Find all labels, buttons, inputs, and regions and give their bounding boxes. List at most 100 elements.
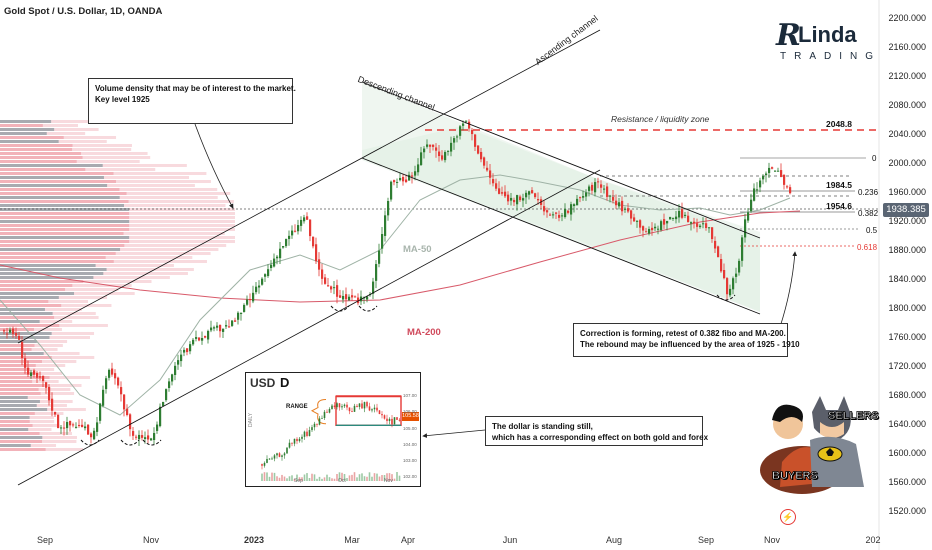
usd-volume-bar xyxy=(271,472,273,481)
usd-candle-body xyxy=(293,438,296,444)
usd-volume-bar xyxy=(276,476,278,481)
volume-bar xyxy=(61,304,112,307)
usd-candle-body xyxy=(288,442,291,448)
candle-body xyxy=(405,179,408,183)
usd-candle-body xyxy=(338,403,341,408)
usd-candle-body xyxy=(391,418,393,425)
candle-body xyxy=(537,199,540,201)
volume-bar xyxy=(42,124,78,127)
volume-bar xyxy=(0,316,55,319)
brand-logo: R Linda TRADING xyxy=(776,18,876,66)
usd-candle-body xyxy=(363,402,366,409)
candle-body xyxy=(552,214,555,216)
candle-body xyxy=(717,246,720,258)
volume-bar xyxy=(0,208,130,211)
candle-body xyxy=(681,209,684,218)
fib-0236: 0.236 xyxy=(858,188,879,197)
usd-volume-bar xyxy=(263,472,266,481)
candle-body xyxy=(63,427,66,429)
usd-candle-body xyxy=(388,418,391,422)
candle-body xyxy=(549,214,552,216)
candle-body xyxy=(441,155,444,160)
volume-bar xyxy=(34,344,63,347)
usd-volume-bar xyxy=(341,472,343,481)
volume-bar xyxy=(72,148,132,151)
flash-icon[interactable]: ⚡ xyxy=(780,509,796,525)
price-tag: 1938.385 xyxy=(883,203,929,217)
volume-bar xyxy=(0,420,30,423)
volume-bar xyxy=(0,156,83,159)
volume-bar xyxy=(0,232,124,235)
usd-candle-body xyxy=(308,430,311,436)
usd-candle-body xyxy=(273,455,276,459)
candle-body xyxy=(735,273,738,277)
usd-volume-bar xyxy=(301,477,303,481)
candle-body xyxy=(351,295,354,298)
volume-bar xyxy=(0,356,52,359)
candle-body xyxy=(309,219,312,237)
usd-volume-bar xyxy=(398,475,401,481)
volume-bar xyxy=(129,228,235,231)
usd-volume-bar xyxy=(321,478,323,481)
volume-bar xyxy=(93,276,170,279)
volume-bar xyxy=(0,360,42,363)
candle-body xyxy=(225,325,228,327)
volume-bar xyxy=(0,212,130,215)
volume-bar xyxy=(0,144,73,147)
volume-bar xyxy=(0,392,41,395)
volume-bar xyxy=(124,244,227,247)
candle-body xyxy=(69,420,72,426)
volume-bar xyxy=(0,196,120,199)
candle-body xyxy=(783,174,786,185)
volume-bar xyxy=(0,344,35,347)
volume-bar xyxy=(0,372,35,375)
volume-bar xyxy=(36,340,68,343)
candle-body xyxy=(645,231,648,233)
candle-body xyxy=(744,219,747,238)
candle-body xyxy=(288,235,291,240)
usd-candle-body xyxy=(266,458,268,463)
candle-body xyxy=(108,369,111,378)
level-lines xyxy=(0,129,879,247)
candle-body xyxy=(177,360,180,365)
candle-body xyxy=(282,246,285,248)
usd-volume-bar xyxy=(303,474,306,481)
usd-volume-bar xyxy=(391,474,393,481)
price-tick-label: 2000.000 xyxy=(888,158,926,168)
volume-bar xyxy=(0,384,45,387)
callout1-line1: Volume density that may be of interest t… xyxy=(95,84,296,93)
usd-candle-body xyxy=(351,411,353,412)
volume-bar xyxy=(45,448,84,451)
candle-body xyxy=(411,175,414,177)
trend-channel-lines xyxy=(17,29,761,486)
candle-body xyxy=(453,138,456,143)
usd-candle-body xyxy=(271,458,273,460)
candle-body xyxy=(267,269,270,277)
ma-200-line xyxy=(0,210,801,303)
candle-body xyxy=(120,387,123,395)
price-tick-label: 2080.000 xyxy=(888,100,926,110)
volume-bar xyxy=(102,164,187,167)
candle-body xyxy=(99,403,102,421)
usd-range-brace xyxy=(310,398,327,425)
candle-body xyxy=(666,220,669,224)
volume-bar xyxy=(0,432,40,435)
candle-body xyxy=(66,422,69,429)
candle-body xyxy=(186,348,189,353)
usd-candle-body xyxy=(296,438,298,442)
candle-body xyxy=(660,221,663,230)
candle-body xyxy=(657,228,660,230)
volume-bar xyxy=(0,292,75,295)
candle-body xyxy=(372,281,375,294)
symbol-title: Gold Spot / U.S. Dollar, 1D, OANDA xyxy=(4,6,163,17)
volume-bar xyxy=(31,348,58,351)
price-tick-label: 1960.000 xyxy=(888,187,926,197)
volume-bar xyxy=(46,132,86,135)
candle-body xyxy=(582,196,585,198)
usd-volume-bar xyxy=(376,473,378,481)
candle-body xyxy=(336,285,339,297)
volume-bar xyxy=(119,188,218,191)
candle-body xyxy=(180,354,183,362)
usd-volume-bar xyxy=(383,475,386,481)
usd-candle-body xyxy=(396,417,398,420)
